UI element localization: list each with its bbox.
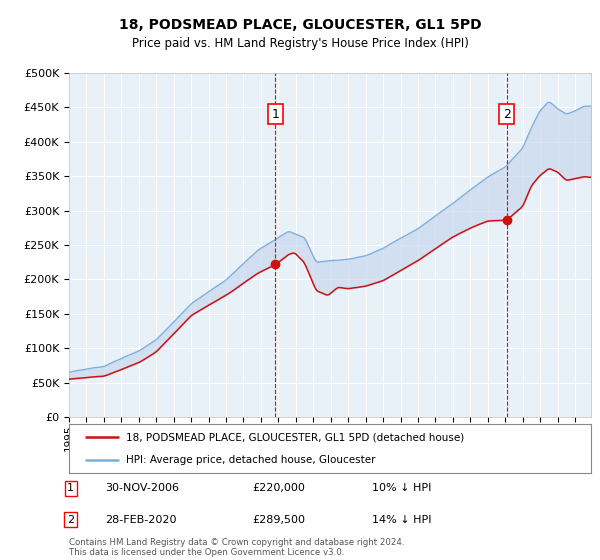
Text: 18, PODSMEAD PLACE, GLOUCESTER, GL1 5PD (detached house): 18, PODSMEAD PLACE, GLOUCESTER, GL1 5PD …: [127, 432, 464, 442]
Text: Contains HM Land Registry data © Crown copyright and database right 2024.
This d: Contains HM Land Registry data © Crown c…: [69, 538, 404, 557]
Text: 10% ↓ HPI: 10% ↓ HPI: [372, 483, 431, 493]
Text: 2: 2: [503, 108, 511, 120]
Text: 1: 1: [272, 108, 280, 120]
Text: HPI: Average price, detached house, Gloucester: HPI: Average price, detached house, Glou…: [127, 455, 376, 465]
Text: 14% ↓ HPI: 14% ↓ HPI: [372, 515, 431, 525]
Text: 1: 1: [67, 483, 74, 493]
Text: 2: 2: [67, 515, 74, 525]
Text: £220,000: £220,000: [252, 483, 305, 493]
Text: £289,500: £289,500: [252, 515, 305, 525]
Text: Price paid vs. HM Land Registry's House Price Index (HPI): Price paid vs. HM Land Registry's House …: [131, 37, 469, 50]
Text: 18, PODSMEAD PLACE, GLOUCESTER, GL1 5PD: 18, PODSMEAD PLACE, GLOUCESTER, GL1 5PD: [119, 18, 481, 32]
Text: 28-FEB-2020: 28-FEB-2020: [105, 515, 176, 525]
Text: 30-NOV-2006: 30-NOV-2006: [105, 483, 179, 493]
